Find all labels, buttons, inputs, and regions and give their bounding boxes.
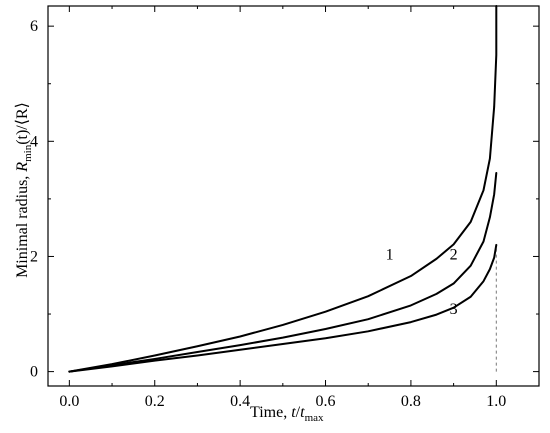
- x-axis-title-sub: max: [304, 411, 324, 424]
- plot-frame: [47, 5, 540, 387]
- series-line-1: [68, 5, 498, 373]
- x-axis-title-main2: t: [300, 404, 305, 421]
- series-line-3: [68, 243, 498, 373]
- x-axis-title-prefix: Time,: [250, 404, 292, 421]
- y-tick-label-0: 0: [30, 364, 38, 381]
- x-tick-label-3: 0.6: [316, 393, 336, 410]
- curve-label-1: 2: [450, 246, 458, 263]
- x-axis-title: Time, t/tmax: [250, 404, 324, 424]
- series-line-2: [68, 171, 498, 373]
- x-tick-label-2: 0.4: [230, 393, 250, 410]
- y-axis-title-suffix: (t)/⟨R⟩: [14, 102, 32, 145]
- y-axis-title-sub: min: [21, 144, 34, 162]
- y-tick-label-1: 2: [30, 248, 38, 265]
- x-tick-label-0: 0.0: [59, 393, 79, 410]
- x-axis-title-main: t: [291, 404, 296, 421]
- y-axis-title-prefix: Minimal radius,: [14, 171, 32, 278]
- y-tick-label-2: 4: [30, 133, 38, 150]
- x-tick-label-1: 0.2: [145, 393, 165, 410]
- curve-label-2: 3: [450, 301, 458, 318]
- x-axis-title-slash: /: [295, 404, 301, 421]
- y-axis-title-main: R: [14, 161, 32, 172]
- x-tick-label-5: 1.0: [486, 393, 506, 410]
- y-tick-label-3: 6: [30, 18, 38, 35]
- x-tick-label-4: 0.8: [401, 393, 421, 410]
- curve-label-0: 1: [386, 246, 394, 263]
- y-axis-title: Minimal radius, Rmin(t)/⟨R⟩: [12, 102, 34, 278]
